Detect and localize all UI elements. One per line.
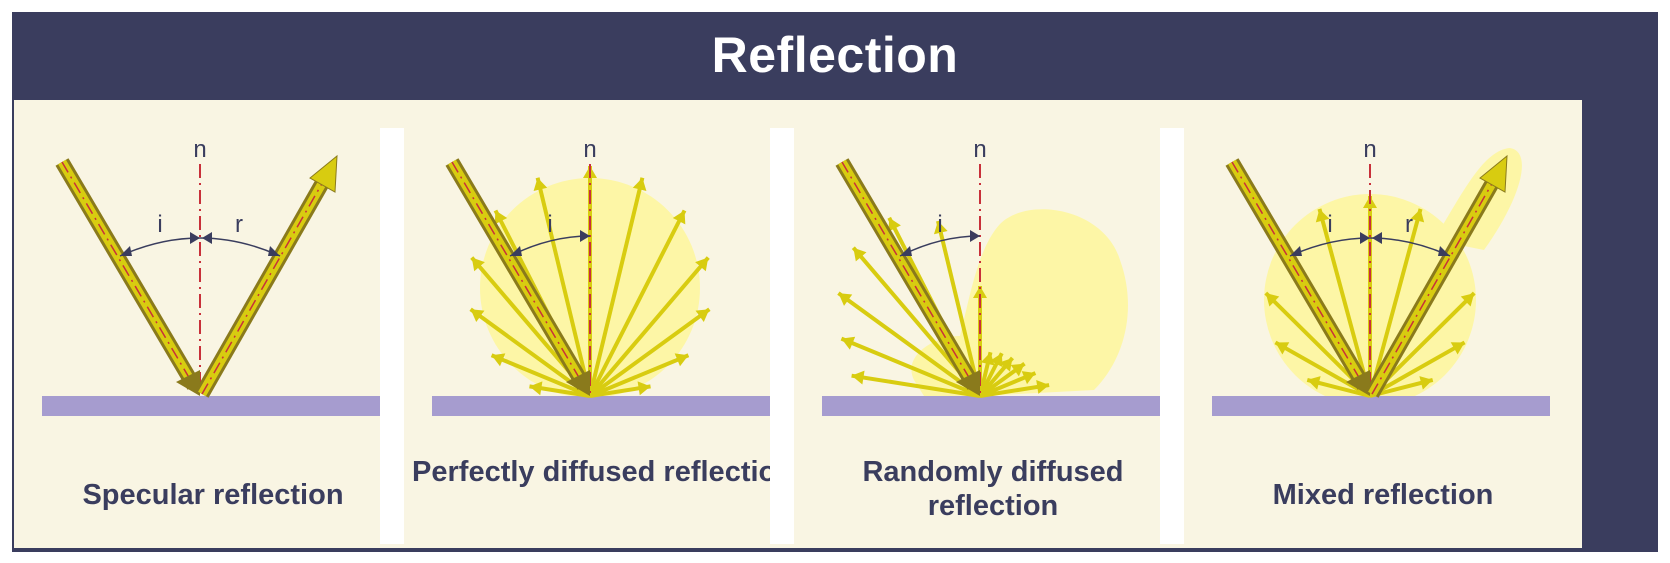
diffused-ray-arrowhead [494,210,508,225]
angle-arc-i [899,235,981,257]
incident-arrowhead [176,370,200,396]
diffused-ray-arrowhead [529,381,543,396]
diffused-ray [588,209,687,397]
diffused-ray [588,177,645,397]
diffused-ray-arrowhead [470,309,485,322]
diffused-ray-arrowhead [933,220,948,235]
perfectly-diffused-diagram: n i [432,136,770,416]
incident-arrowhead [566,370,590,396]
incident-angle-label: i [547,211,552,238]
diffused-ray [851,373,981,398]
diffused-ray-arrowhead [1010,363,1025,377]
panel-gap [770,128,794,544]
diagram-frame: Reflection n i r Specular reflection [12,12,1658,552]
diffused-ray-arrowhead [838,293,853,306]
diffused-ray [936,220,982,397]
mixed-diagram: n i r [1212,136,1550,416]
panel-specular: n i r Specular reflection [14,100,412,548]
diffused-ray-arrowhead [1265,293,1280,307]
diffused-ray [1317,208,1372,397]
specular-diagram: n i r [42,136,380,416]
diffused-ray [588,307,711,398]
diffused-ray-arrowhead [990,353,1003,368]
incident-angle-label: i [157,211,162,238]
normal-label: n [193,136,206,163]
diffused-ray-arrowhead [999,357,1013,372]
reflecting-surface [822,396,1160,416]
randomly-diffused-diagram: n i [822,136,1160,416]
diffused-ray-arrowhead [1315,208,1330,223]
normal-label: n [583,136,596,163]
diffused-ray [840,336,981,398]
diagram-title: Reflection [711,27,959,83]
diffused-ray-arrowhead [533,177,548,192]
diffused-ray [535,177,592,397]
normal-label: n [1363,136,1376,163]
diffused-ray [588,256,710,398]
diffused-ray-arrowhead [632,177,647,192]
diffused-ray [1368,208,1423,397]
diffused-ray-arrowhead [841,336,856,350]
diffused-ray-arrowhead [1307,376,1321,390]
caption: Perfectly diffused reflection [412,456,794,488]
diffused-ray-arrowhead [851,370,865,385]
panel-randomly-diffused: n i Randomly diffused reflection [794,100,1192,548]
diffused-ray-arrowhead [674,353,689,367]
incident-angle-label: i [1327,211,1332,238]
diffused-ray-arrowhead [980,352,995,366]
diffused-ray-arrowhead [853,247,867,262]
caption: Mixed reflection [1272,479,1494,511]
diffusion-glow [911,209,1128,396]
reflected-angle-label: r [235,211,243,238]
reflecting-surface [1212,396,1550,416]
diffused-ray-arrowhead [1275,342,1290,355]
incident-arrowhead [956,370,980,396]
diffused-ray-arrowhead [471,257,485,272]
diffused-ray [490,353,591,398]
reflected-arrowhead [1479,154,1508,193]
diffused-ray-arrowhead [1419,376,1433,390]
incident-angle-label: i [937,211,942,238]
panel-gap [1160,128,1184,544]
diffused-ray-arrowhead [491,353,506,367]
reflecting-surface [42,396,380,416]
diffused-ray-arrowhead [888,217,901,232]
incident-arrowhead [1346,370,1370,396]
diffused-ray-arrowhead [672,210,686,225]
diffused-ray [1274,340,1371,398]
diffused-ray-arrowhead [637,381,651,396]
diffused-ray [837,291,982,398]
diffused-ray [589,353,690,398]
caption: Specular reflection [82,479,344,511]
diffused-ray-arrowhead [1460,293,1475,307]
diffused-ray [1369,340,1466,398]
panel-mixed: n i r Mixed reflection [1184,100,1582,548]
diffused-ray-arrowhead [695,309,710,322]
panel-gap [380,128,404,544]
diffused-ray-arrowhead [1036,380,1050,394]
panel-perfectly-diffused: n i Perfectly diffused reflection [404,100,802,548]
reflected-angle-label: r [1405,211,1413,238]
diffused-ray-arrowhead [1021,371,1036,385]
reflecting-surface [432,396,770,416]
diffused-ray-arrowhead [1450,342,1465,355]
diffused-ray-arrowhead [695,257,709,272]
normal-label: n [973,136,986,163]
diffused-ray-arrowhead [1410,208,1425,223]
angle-arc-i [119,237,201,257]
caption: Randomly diffused reflection [862,456,1124,522]
diffused-ray-arrowhead [973,286,987,298]
reflected-arrowhead [309,154,338,193]
